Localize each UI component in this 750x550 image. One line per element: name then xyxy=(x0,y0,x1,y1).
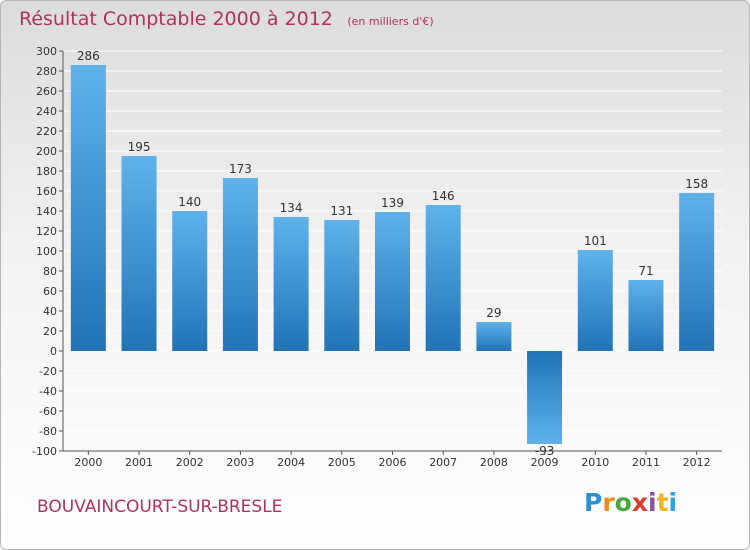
y-tick-label: -40 xyxy=(39,385,57,398)
y-tick-label: 260 xyxy=(36,85,57,98)
bar-value-label: 29 xyxy=(486,306,501,320)
bar xyxy=(375,212,410,351)
bar xyxy=(172,211,208,351)
chart-title: Résultat Comptable 2000 à 2012 xyxy=(19,8,333,30)
logo-letter: o xyxy=(614,488,632,517)
x-tick-label: 2003 xyxy=(226,456,254,469)
bar xyxy=(628,280,664,351)
bar-value-label: 101 xyxy=(584,234,607,248)
bar-value-label: 139 xyxy=(381,196,404,210)
x-tick-label: 2010 xyxy=(581,456,609,469)
y-tick-label: 80 xyxy=(43,265,57,278)
y-tick-label: 140 xyxy=(36,205,57,218)
bar xyxy=(476,322,512,351)
bar xyxy=(679,193,715,351)
y-tick-label: 100 xyxy=(36,245,57,258)
bar-value-label: 140 xyxy=(178,195,201,209)
y-tick-label: 180 xyxy=(36,165,57,178)
y-tick-label: 20 xyxy=(43,325,57,338)
y-tick-label: -20 xyxy=(39,365,57,378)
logo-letter: r xyxy=(602,488,615,517)
bar xyxy=(222,178,258,351)
x-tick-label: 2001 xyxy=(125,456,153,469)
bar-value-label: 131 xyxy=(330,204,353,218)
bar xyxy=(425,205,461,351)
x-tick-label: 2004 xyxy=(277,456,305,469)
y-tick-label: 60 xyxy=(43,285,57,298)
y-tick-label: 220 xyxy=(36,125,57,138)
bar-value-label: 134 xyxy=(280,201,303,215)
x-tick-label: 2000 xyxy=(74,456,102,469)
y-tick-label: 280 xyxy=(36,65,57,78)
y-tick-label: 120 xyxy=(36,225,57,238)
bar-value-label: 173 xyxy=(229,162,252,176)
bar-value-label: 158 xyxy=(685,177,708,191)
y-tick-label: -100 xyxy=(32,445,57,458)
x-tick-label: 2007 xyxy=(429,456,457,469)
x-tick-label: 2005 xyxy=(328,456,356,469)
y-tick-label: 0 xyxy=(50,345,57,358)
x-tick-label: 2012 xyxy=(683,456,711,469)
bar xyxy=(577,250,613,351)
y-tick-label: 240 xyxy=(36,105,57,118)
bar-value-label: 71 xyxy=(638,264,653,278)
y-tick-label: 40 xyxy=(43,305,57,318)
x-tick-label: 2011 xyxy=(632,456,660,469)
logo-letter: i xyxy=(668,488,678,517)
y-tick-label: 300 xyxy=(36,45,57,58)
bar xyxy=(324,220,360,351)
bar-value-label: 146 xyxy=(432,189,455,203)
y-tick-label: 200 xyxy=(36,145,57,158)
x-tick-label: 2009 xyxy=(531,456,559,469)
bar xyxy=(70,65,106,351)
x-tick-label: 2002 xyxy=(176,456,204,469)
place-name: BOUVAINCOURT-SUR-BRESLE xyxy=(37,497,283,517)
title-row: Résultat Comptable 2000 à 2012 (en milli… xyxy=(19,8,434,30)
y-tick-label: -80 xyxy=(39,425,57,438)
y-tick-label: -60 xyxy=(39,405,57,418)
x-tick-label: 2008 xyxy=(480,456,508,469)
bar xyxy=(121,156,157,351)
bar xyxy=(273,217,309,351)
y-tick-label: 160 xyxy=(36,185,57,198)
logo-letter: t xyxy=(656,488,669,517)
x-tick-label: 2006 xyxy=(379,456,407,469)
logo-letter: P xyxy=(584,488,603,517)
bar-value-label: 195 xyxy=(128,140,151,154)
bar-value-label: 286 xyxy=(77,49,100,63)
logo-letter: i xyxy=(648,488,657,517)
chart-subtitle: (en milliers d'€) xyxy=(347,15,434,28)
logo-letter: x xyxy=(631,488,648,517)
proxiti-logo: Proxiti xyxy=(584,488,677,517)
bar xyxy=(527,351,563,444)
